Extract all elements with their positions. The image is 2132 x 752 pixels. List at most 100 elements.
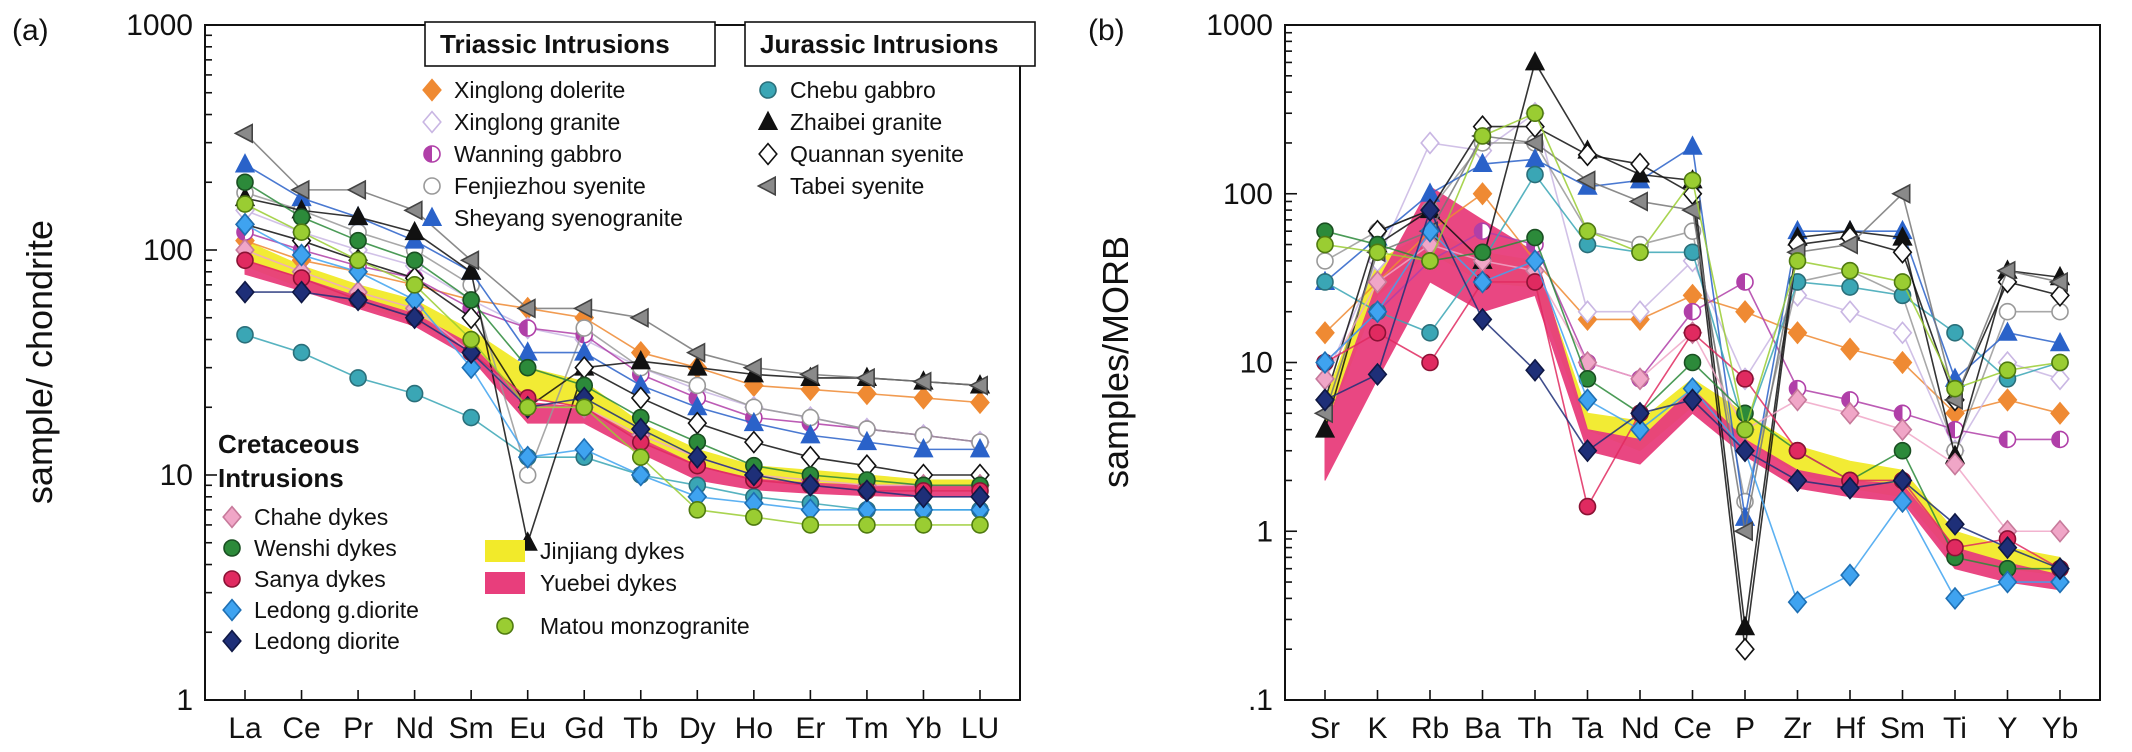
a-series-12-point-0 xyxy=(235,212,255,237)
b-series-13-point-4 xyxy=(1525,358,1545,382)
leg-triassic-marker-2 xyxy=(423,145,441,163)
leg-cretaceous-marker-2 xyxy=(223,570,241,588)
a-x-tick-label-10: Er xyxy=(795,712,825,745)
b-series-8-point-5 xyxy=(1576,170,1596,191)
a-series-14-point-4 xyxy=(462,330,480,349)
b-series-13-point-7 xyxy=(1682,388,1703,412)
a-series-4-point-11 xyxy=(856,430,878,451)
a-series-8-point-6 xyxy=(572,298,593,319)
b-series-12-point-5 xyxy=(1577,388,1598,412)
b-series-2-point-10-fill xyxy=(1842,391,1850,408)
b-series-0-point-9 xyxy=(1787,321,1808,345)
b-series-1-point-10 xyxy=(1840,300,1860,324)
a-series-10-point-2 xyxy=(349,231,367,250)
b-series-2-point-10 xyxy=(1841,391,1859,409)
a-series-2-point-5-fill xyxy=(519,320,528,337)
b-series-0-point-13 xyxy=(1997,388,2018,412)
b-series-12-point-6 xyxy=(1630,418,1650,442)
a-y-tick-label-1: 10 xyxy=(160,459,193,492)
a-series-5-point-3 xyxy=(405,384,424,403)
b-series-13-point-1 xyxy=(1367,362,1388,387)
a-series-line-10 xyxy=(244,181,980,487)
a-x-tick-label-0: La xyxy=(228,712,262,745)
leg-cretaceous-label-3: Ledong g.diorite xyxy=(254,597,419,623)
leg-cretaceous-marker-4 xyxy=(222,629,242,653)
leg-triassic-label-4: Sheyang syenogranite xyxy=(454,205,683,231)
a-series-line-3 xyxy=(244,191,981,478)
b-series-14-point-4 xyxy=(1526,104,1544,123)
panel-b-y-axis-label: samples/MORB xyxy=(1095,236,1136,488)
b-series-2-point-8-fill xyxy=(1737,273,1745,290)
a-series-0-point-13 xyxy=(970,390,990,415)
a-series-4-point-10 xyxy=(800,424,821,444)
b-series-1-point-2 xyxy=(1420,131,1440,155)
a-series-14-point-7 xyxy=(631,448,650,466)
a-series-5-point-0 xyxy=(236,325,254,344)
b-series-14-point-6 xyxy=(1631,243,1649,262)
b-series-12-point-0 xyxy=(1315,350,1335,375)
b-series-2-point-8 xyxy=(1736,273,1754,291)
b-x-tick-label-0: Sr xyxy=(1310,712,1340,745)
b-series-13-point-6 xyxy=(1630,401,1650,425)
cretaceous-legend: Chahe dykes Wenshi dykes Sanya dykes Ledong… xyxy=(222,504,419,654)
b-series-12-point-3 xyxy=(1472,270,1493,294)
b-series-13-point-10 xyxy=(1840,476,1860,500)
a-series-10-point-0 xyxy=(236,173,254,192)
b-series-5-point-12 xyxy=(1946,323,1964,342)
b-series-14-point-0 xyxy=(1316,235,1334,254)
b-x-tick-label-4: Th xyxy=(1517,712,1552,745)
a-series-13-point-8 xyxy=(687,445,708,469)
leg-cretaceous-label-0: Chahe dykes xyxy=(254,504,388,530)
a-x-tick-label-2: Pr xyxy=(343,712,373,745)
b-series-10-point-11 xyxy=(1893,441,1912,460)
b-series-9-point-11 xyxy=(1892,418,1913,442)
a-series-14-point-10 xyxy=(801,516,820,534)
b-series-13-point-3 xyxy=(1472,307,1493,332)
a-series-13-point-11 xyxy=(857,479,877,503)
a-series-line-13 xyxy=(245,291,980,498)
a-series-0-point-11 xyxy=(857,381,877,406)
b-series-13-point-13 xyxy=(1997,535,2018,560)
b-series-8-point-7 xyxy=(1681,199,1701,221)
b-series-7-point-11 xyxy=(1892,240,1913,264)
b-x-tick-label-9: Zr xyxy=(1783,712,1811,745)
b-series-5-point-4 xyxy=(1526,165,1544,184)
b-series-14-point-2 xyxy=(1421,252,1439,270)
a-series-6-point-3 xyxy=(404,220,425,241)
a-x-tick-label-3: Nd xyxy=(395,712,433,745)
b-series-11-point-12 xyxy=(1946,538,1964,557)
a-series-14-point-13 xyxy=(971,516,989,534)
b-series-0-point-14 xyxy=(2050,401,2070,425)
leg-triassic-label-3: Fenjiezhou syenite xyxy=(454,173,646,199)
b-series-8-point-4 xyxy=(1523,132,1543,154)
a-x-tick-label-1: Ce xyxy=(282,712,320,745)
a-series-0-point-12 xyxy=(913,386,934,410)
a-series-12-point-5 xyxy=(517,445,538,469)
b-series-14-point-9 xyxy=(1788,252,1807,270)
b-series-14-point-3 xyxy=(1473,127,1492,145)
b-x-tick-label-1: K xyxy=(1367,712,1387,745)
b-series-2-point-11-fill xyxy=(1894,405,1903,422)
b-series-11-point-9 xyxy=(1788,441,1807,460)
leg-jurassic-marker-0 xyxy=(759,81,777,99)
a-series-8-point-9 xyxy=(742,357,762,378)
a-series-12-point-4 xyxy=(461,356,482,380)
a-series-8-point-4 xyxy=(459,250,480,271)
jurassic-legend-title: Jurassic Intrusions xyxy=(760,29,998,59)
b-x-tick-label-12: Ti xyxy=(1943,712,1967,745)
a-series-12-point-2 xyxy=(348,260,368,284)
a-series-line-7 xyxy=(244,223,980,476)
b-series-2-point-13-fill xyxy=(1999,431,2008,448)
b-series-3-point-0 xyxy=(1316,252,1334,270)
b-series-10-point-4 xyxy=(1526,228,1544,247)
b-y-tick-label-0: .1 xyxy=(1248,684,1273,717)
a-series-2-point-5 xyxy=(518,319,537,337)
leg-cretaceous-label-4: Ledong diorite xyxy=(254,628,400,654)
a-series-11-point-0 xyxy=(236,251,254,270)
b-x-tick-label-13: Y xyxy=(1997,712,2017,745)
b-series-12-point-12 xyxy=(1945,586,1965,611)
b-series-7-point-6 xyxy=(1630,152,1650,176)
a-series-3-point-8 xyxy=(688,376,707,395)
b-series-8-point-13 xyxy=(1996,260,2016,281)
